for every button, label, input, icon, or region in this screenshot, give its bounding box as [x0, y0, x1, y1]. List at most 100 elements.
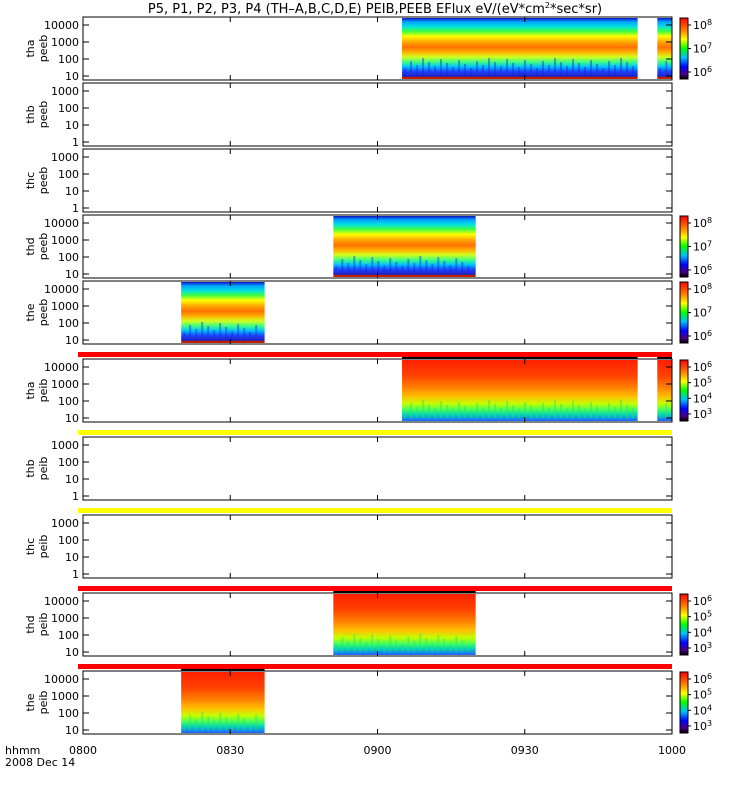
colorbar-label: 106: [693, 594, 712, 608]
panel-thb-peeb: 1 10 100 1000 thb peeb: [24, 82, 673, 149]
spectrogram-streak: [590, 60, 593, 76]
colorbar-label: 105: [693, 610, 712, 624]
quality-stripe: [78, 508, 672, 513]
spectrogram-streak: [419, 634, 422, 652]
spectrogram-streak: [458, 60, 461, 76]
spectrogram-streak: [255, 325, 258, 340]
spectrogram-streak: [341, 637, 344, 652]
panel-thc-peeb: 1 10 100 1000 thc peeb: [24, 148, 673, 215]
y-tick-label: 10000: [44, 283, 79, 296]
y-axis-probe-label: tha: [24, 39, 37, 57]
panel-the-peeb: 10 100 1000 10000 the peeb 106 107 108: [24, 280, 712, 347]
panel-frame: [82, 514, 673, 579]
spectrogram-streak: [596, 406, 599, 418]
spectrogram-streak: [506, 401, 509, 418]
spectrogram-streak: [434, 408, 437, 418]
spectrogram-streak: [425, 638, 428, 652]
panel-tha-peeb: 10 100 1000 10000 tha peeb 106 107 108: [24, 16, 712, 83]
y-tick-label: 10: [65, 551, 79, 564]
spectrogram-streak: [458, 402, 461, 418]
y-tick-label: 1000: [51, 151, 79, 164]
spectrogram-streak: [578, 405, 581, 418]
data-top-line: [333, 591, 476, 593]
y-tick-label: 10000: [44, 217, 79, 230]
spectrogram-streak: [189, 325, 192, 340]
spectrogram-block: [402, 360, 638, 421]
spectrogram-streak: [560, 404, 563, 418]
colorbar-label: 108: [693, 18, 712, 32]
spectrogram-streak: [584, 67, 587, 76]
y-axis-product-label: peeb: [37, 233, 50, 261]
spectrogram-streak: [225, 327, 228, 340]
y-tick-label: 100: [58, 456, 79, 469]
y-tick-label: 1000: [51, 439, 79, 452]
spectrogram-streak: [213, 330, 216, 340]
spectrogram-streak: [530, 406, 533, 418]
spectrogram-streak: [377, 639, 380, 652]
spectrogram-streak: [440, 401, 443, 418]
spectrogram-block: [333, 216, 476, 277]
spectrogram-streak: [470, 410, 473, 418]
colorbar-label: 108: [693, 282, 712, 296]
spectrogram-streak: [422, 58, 425, 76]
spectrogram-streak: [542, 403, 545, 418]
spectrogram-streak: [383, 265, 386, 274]
colorbar-label: 103: [693, 641, 712, 655]
spectrogram-streak: [467, 644, 470, 652]
spectrogram-streak: [608, 61, 611, 76]
spectrogram-streak: [353, 634, 356, 652]
spectrogram-streak: [452, 67, 455, 76]
x-tick-label: 1000: [658, 744, 686, 757]
spectrogram-streak: [243, 718, 246, 730]
spectrogram-streak: [347, 641, 350, 652]
y-tick-label: 1000: [51, 378, 79, 391]
panel-thd-peeb: 10 100 1000 10000 thd peeb 106 107 108: [24, 214, 712, 281]
spectrogram-streak: [530, 64, 533, 76]
spectrogram-streak: [207, 716, 210, 730]
y-axis-probe-label: thc: [24, 538, 37, 555]
spectrogram-streak: [419, 256, 422, 274]
data-top-line: [402, 357, 638, 359]
spectrogram-streak: [195, 719, 198, 730]
y-tick-label: 1000: [51, 234, 79, 247]
spectrogram-streak: [494, 404, 497, 418]
spectrogram-streak: [431, 642, 434, 652]
spectrogram-streak: [596, 64, 599, 76]
spectrogram-streak: [665, 61, 668, 76]
y-tick-label: 10: [65, 334, 79, 347]
spectrogram-streak: [431, 264, 434, 274]
y-tick-label: 10: [65, 268, 79, 281]
quality-stripe: [78, 430, 672, 435]
spectrogram-streak: [389, 636, 392, 652]
panel-frame: [82, 670, 673, 735]
y-tick-label: 10: [65, 185, 79, 198]
spectrogram-streak: [506, 59, 509, 76]
x-tick-label: 0800: [69, 744, 97, 757]
spectrogram-streak: [512, 63, 515, 76]
colorbar-label: 105: [693, 376, 712, 390]
y-axis-probe-label: the: [24, 303, 37, 321]
spectrogram-streak: [416, 65, 419, 76]
y-axis-product-label: peib: [37, 535, 50, 559]
spectrogram-streak: [437, 257, 440, 274]
spectrogram-streak: [437, 635, 440, 652]
y-axis-product-label: peib: [37, 691, 50, 715]
y-tick-label: 100: [58, 168, 79, 181]
spectrogram-streak: [461, 640, 464, 652]
y-tick-label: 1: [72, 490, 79, 503]
spectrogram-streak: [476, 61, 479, 76]
spectrogram-streak: [608, 403, 611, 418]
y-axis-probe-label: thb: [24, 459, 37, 477]
y-tick-label: 10: [65, 646, 79, 659]
y-axis-product-label: peeb: [37, 167, 50, 195]
spectrogram-streak: [231, 331, 234, 340]
spectrogram-streak: [395, 262, 398, 274]
spectrogram-streak: [566, 408, 569, 418]
y-tick-label: 10000: [44, 361, 79, 374]
y-axis-probe-label: the: [24, 693, 37, 711]
y-axis-product-label: peib: [37, 379, 50, 403]
spectrogram-streak: [524, 402, 527, 418]
colorbar-label: 107: [693, 306, 712, 320]
spectrogram-streak: [249, 722, 252, 730]
spectrogram-streak: [482, 407, 485, 418]
